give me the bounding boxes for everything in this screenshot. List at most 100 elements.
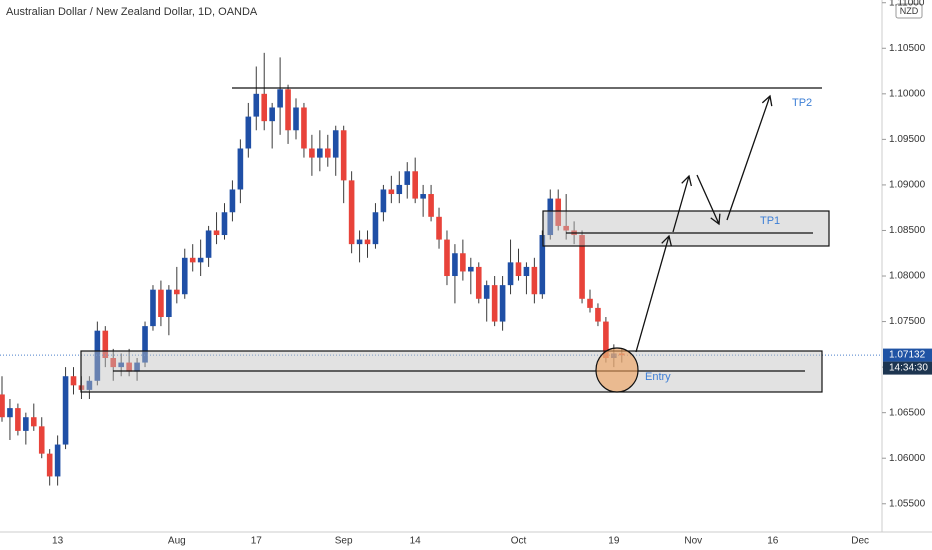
candle-body: [7, 408, 13, 418]
candle-body: [515, 262, 522, 277]
x-tick-label: Dec: [851, 536, 869, 547]
arrow: [672, 174, 692, 233]
y-tick-label: 1.10500: [889, 43, 926, 54]
y-tick-label: 1.06500: [889, 407, 926, 418]
candle-body: [102, 330, 109, 359]
currency: NZD: [900, 6, 919, 16]
x-tick-label: Oct: [511, 536, 527, 547]
candle-body: [444, 239, 450, 277]
candle-body: [539, 235, 546, 295]
candle-body: [491, 285, 498, 322]
tp2-label: TP2: [792, 97, 812, 109]
candle-body: [475, 266, 482, 299]
x-tick-label: 16: [767, 536, 779, 547]
x-tick-label: 19: [608, 536, 620, 547]
candle-body: [587, 298, 593, 308]
candle-body: [166, 289, 172, 318]
candle-body: [30, 417, 37, 427]
candle-body: [523, 266, 530, 277]
candle-body: [237, 148, 244, 190]
y-tick-label: 1.10000: [889, 88, 926, 99]
candle-body: [142, 326, 148, 363]
candle-body: [46, 453, 53, 477]
last-price-label: 1.07132: [889, 350, 926, 361]
x-tick-label: 17: [251, 536, 263, 547]
candle-body: [563, 225, 569, 231]
candle-body: [332, 130, 339, 158]
candle-body: [213, 230, 220, 236]
countdown: 14:34:30: [889, 363, 928, 374]
candle-body: [197, 257, 204, 263]
candle-body: [253, 93, 260, 117]
chart-title: Australian Dollar / New Zealand Dollar, …: [6, 6, 258, 18]
y-tick-label: 1.07500: [889, 316, 926, 327]
candle-body: [118, 362, 124, 368]
candle-body: [531, 266, 538, 295]
candle-body: [380, 189, 387, 213]
candle-body: [595, 307, 601, 322]
y-tick-label: 1.09000: [889, 180, 926, 191]
candle-body: [309, 148, 315, 158]
entry-label: Entry: [645, 371, 671, 383]
arrow: [726, 94, 773, 221]
y-tick-label: 1.06000: [889, 453, 926, 464]
candle-body: [150, 289, 156, 327]
candle-body: [340, 130, 347, 181]
candle-body: [388, 189, 395, 195]
drawings: TP1 TP2 Entry: [80, 87, 830, 393]
candle-body: [205, 230, 212, 258]
candle-body: [54, 444, 61, 477]
candle-body: [404, 171, 411, 185]
y-tick-label: 1.05500: [889, 498, 926, 509]
candle-body: [324, 148, 331, 158]
candle-body: [23, 417, 29, 431]
candle-body: [15, 408, 21, 431]
y-tick-label: 1.08500: [889, 225, 926, 236]
candle-body: [468, 266, 474, 272]
x-tick-label: 14: [410, 536, 422, 547]
candle-body: [110, 358, 117, 368]
candle-body: [547, 198, 554, 236]
candle-body: [364, 239, 371, 245]
y-tick-label: 1.09500: [889, 134, 926, 145]
candle-body: [372, 212, 379, 245]
candle-body: [412, 171, 418, 199]
candle-body: [356, 239, 363, 245]
candle-body: [499, 285, 506, 322]
candle-body: [229, 189, 236, 213]
candle-body: [38, 426, 45, 454]
x-tick-label: Sep: [335, 536, 353, 547]
candle-body: [174, 289, 180, 295]
candle-body: [460, 253, 466, 272]
x-tick-label: 13: [52, 536, 64, 547]
candle-body: [62, 376, 69, 445]
candle-body: [452, 253, 458, 277]
candle-body: [86, 380, 93, 390]
last-price-box: [883, 348, 932, 362]
candle-body: [396, 184, 403, 195]
candle-body: [221, 212, 228, 236]
candle-body: [317, 148, 323, 158]
countdown-box: [883, 361, 932, 375]
candle-body: [189, 257, 196, 263]
y-tick-label: 1.11000: [889, 0, 925, 8]
arrow: [696, 174, 721, 226]
candle-body: [134, 362, 140, 372]
candle-body: [285, 89, 291, 131]
candle-body: [94, 330, 101, 381]
candle-body: [603, 321, 609, 359]
currency-box: [895, 3, 923, 19]
y-tick-label: 1.08000: [889, 271, 926, 282]
x-tick-label: Nov: [684, 536, 702, 547]
candles: [0, 52, 882, 486]
candle-body: [269, 107, 275, 122]
candle-body: [579, 235, 585, 299]
candle-body: [428, 194, 434, 217]
candle-body: [261, 93, 268, 122]
entry-circle: [595, 347, 639, 393]
candle-body: [293, 107, 299, 131]
candle-body: [348, 180, 355, 245]
candle-body: [126, 362, 132, 372]
candle-body: [70, 376, 77, 386]
